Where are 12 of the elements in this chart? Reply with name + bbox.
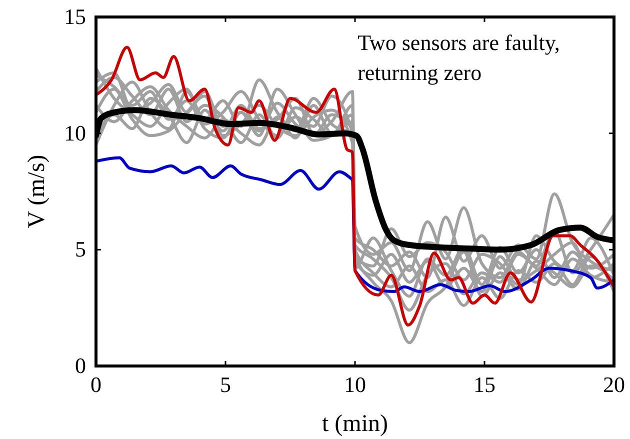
- x-tick-label: 15: [474, 372, 496, 397]
- y-tick-label: 15: [64, 4, 86, 29]
- y-tick-label: 5: [75, 236, 86, 262]
- x-tick-label: 0: [90, 372, 102, 397]
- x-tick-label: 20: [603, 372, 625, 397]
- annotation: Two sensors are faulty, returning zero: [358, 30, 560, 85]
- y-tick-label: 10: [64, 120, 86, 146]
- y-axis-title: V (m/s): [24, 154, 50, 228]
- x-axis-title: t (min): [322, 411, 388, 437]
- x-tick-label: 5: [220, 372, 231, 397]
- y-tick-label: 0: [75, 353, 86, 378]
- x-tick-label: 10: [344, 372, 366, 397]
